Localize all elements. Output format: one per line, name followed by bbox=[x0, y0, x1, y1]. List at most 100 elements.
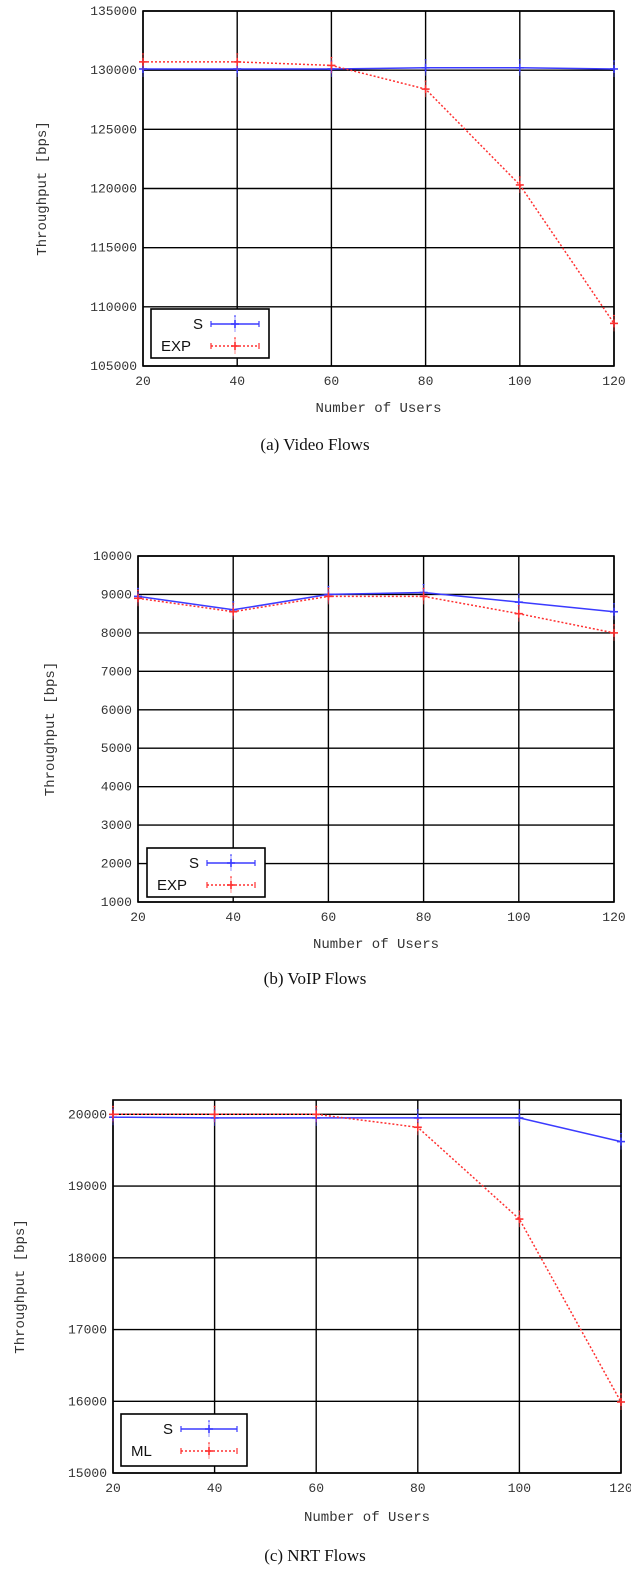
x-tick-label: 80 bbox=[418, 374, 434, 389]
y-axis-label: Throughput [bps] bbox=[35, 121, 51, 255]
y-tick-label: 3000 bbox=[101, 818, 132, 833]
y-tick-label: 8000 bbox=[101, 626, 132, 641]
data-point bbox=[327, 56, 336, 74]
y-tick-label: 1000 bbox=[101, 895, 132, 910]
x-tick-label: 120 bbox=[609, 1481, 631, 1496]
plot-frame bbox=[112, 1099, 622, 1474]
legend-marker bbox=[227, 854, 235, 871]
series-s bbox=[109, 1108, 625, 1150]
data-point bbox=[610, 60, 618, 77]
series-line bbox=[112, 1116, 622, 1143]
chart-1: 105000 110000 115000 120000 125000 130000 1350… bbox=[35, 4, 626, 454]
data-point bbox=[515, 1210, 524, 1228]
chart-3: 15000 16000 17000 18000 19000 20000 20 40 60 80 10… bbox=[13, 1099, 631, 1565]
y-tick-label: 110000 bbox=[90, 300, 137, 315]
data-point bbox=[419, 587, 428, 605]
series-ml bbox=[109, 1105, 625, 1410]
data-point bbox=[514, 605, 523, 622]
y-tick-label: 5000 bbox=[101, 741, 132, 756]
x-tick-label: 60 bbox=[321, 910, 337, 925]
y-axis-label: Throughput [bps] bbox=[13, 1219, 29, 1353]
y-tick-label: 125000 bbox=[90, 122, 137, 137]
data-point bbox=[421, 59, 430, 76]
data-point bbox=[421, 80, 430, 98]
series-line bbox=[143, 67, 615, 70]
y-tick-label: 16000 bbox=[68, 1394, 107, 1409]
plot-frame bbox=[137, 555, 615, 903]
data-point bbox=[312, 1105, 321, 1123]
legend-label: ML bbox=[131, 1443, 152, 1460]
series-line bbox=[137, 591, 615, 613]
y-tick-label: 20000 bbox=[68, 1107, 107, 1122]
data-point bbox=[617, 1393, 625, 1410]
y-tick-label: 9000 bbox=[101, 587, 132, 602]
y-tick-label: 6000 bbox=[101, 703, 132, 718]
data-point bbox=[610, 314, 618, 332]
data-point bbox=[610, 603, 618, 620]
series-s bbox=[134, 584, 618, 620]
legend-box bbox=[146, 847, 266, 898]
x-tick-label: 100 bbox=[508, 1481, 531, 1496]
legend-marker bbox=[205, 1420, 213, 1437]
legend-label: S bbox=[193, 316, 203, 333]
plot-frame bbox=[142, 10, 615, 367]
data-point bbox=[515, 59, 524, 76]
legend-label: S bbox=[189, 855, 199, 872]
x-tick-label: 20 bbox=[130, 910, 146, 925]
legend-marker bbox=[227, 876, 235, 893]
data-point bbox=[610, 624, 618, 641]
y-tick-label: 17000 bbox=[68, 1323, 107, 1338]
series-line bbox=[143, 61, 615, 324]
y-tick-label: 7000 bbox=[101, 664, 132, 679]
data-point bbox=[515, 176, 524, 193]
chart-caption: (c) NRT Flows bbox=[264, 1546, 366, 1565]
x-tick-label: 20 bbox=[135, 374, 151, 389]
data-point bbox=[109, 1105, 117, 1123]
y-tick-label: 15000 bbox=[68, 1466, 107, 1481]
y-tick-label: 130000 bbox=[90, 63, 137, 78]
legend: S ML bbox=[120, 1413, 248, 1467]
x-tick-label: 120 bbox=[602, 910, 625, 925]
x-axis-label: Number of Users bbox=[304, 1510, 430, 1526]
data-point bbox=[413, 1118, 422, 1136]
data-point bbox=[134, 589, 142, 607]
y-tick-label: 18000 bbox=[68, 1251, 107, 1266]
data-point bbox=[515, 1109, 524, 1126]
x-tick-label: 80 bbox=[410, 1481, 426, 1496]
series-exp bbox=[134, 587, 618, 641]
x-tick-label: 40 bbox=[225, 910, 241, 925]
chart-2: 1000 2000 3000 4000 5000 6000 7000 8000 9000 1000… bbox=[43, 549, 626, 988]
legend-box bbox=[120, 1413, 248, 1467]
series-line bbox=[113, 1113, 622, 1403]
x-tick-label: 40 bbox=[229, 374, 245, 389]
x-axis-label: Number of Users bbox=[313, 937, 439, 953]
legend-label: EXP bbox=[157, 877, 187, 894]
legend-marker bbox=[231, 315, 239, 332]
series-exp bbox=[139, 53, 618, 332]
y-tick-label: 19000 bbox=[68, 1179, 107, 1194]
legend-label: EXP bbox=[161, 338, 191, 355]
x-tick-label: 40 bbox=[207, 1481, 223, 1496]
x-axis-label: Number of Users bbox=[315, 401, 441, 417]
y-tick-label: 10000 bbox=[93, 549, 132, 564]
legend-label: S bbox=[163, 1421, 173, 1438]
data-point bbox=[617, 1133, 625, 1150]
y-tick-label: 115000 bbox=[90, 241, 137, 256]
series-line bbox=[137, 595, 615, 634]
y-axis-label: Throughput [bps] bbox=[43, 662, 59, 796]
x-tick-label: 20 bbox=[105, 1481, 121, 1496]
x-tick-label: 60 bbox=[324, 374, 340, 389]
legend-marker bbox=[205, 1442, 213, 1459]
x-tick-label: 80 bbox=[416, 910, 432, 925]
y-tick-label: 120000 bbox=[90, 182, 137, 197]
legend-marker bbox=[231, 337, 239, 354]
chart-caption: (a) Video Flows bbox=[260, 435, 369, 454]
y-tick-label: 135000 bbox=[90, 4, 137, 19]
x-tick-label: 60 bbox=[308, 1481, 324, 1496]
y-tick-label: 105000 bbox=[90, 359, 137, 374]
y-tick-label: 4000 bbox=[101, 780, 132, 795]
data-point bbox=[324, 587, 333, 605]
